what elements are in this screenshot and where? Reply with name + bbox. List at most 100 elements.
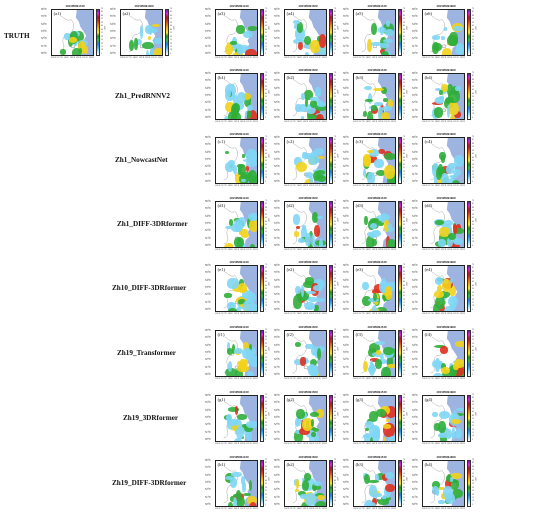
colorbar-tick-label: 70: [265, 264, 268, 266]
colorbar-tick-label: 70: [170, 8, 173, 10]
colorbar-tick-label: 45: [170, 25, 173, 28]
longitude-tick-label: 119°E: [371, 377, 378, 380]
radar-echo-blob: [246, 110, 257, 119]
longitude-tick-label: 116°E: [215, 377, 221, 380]
radar-echo-blob: [293, 358, 303, 365]
longitude-tick-label: 116°E: [353, 312, 359, 315]
latitude-tick-label: 34°N: [110, 22, 116, 26]
colorbar-tick-label: 55: [403, 469, 406, 472]
radar-echo-blob: [431, 480, 440, 490]
radar-echo-blob: [316, 216, 323, 220]
radar-map: (e3): [353, 265, 396, 312]
radar-echo-blob: [293, 20, 300, 25]
colorbar-tick-label: 10: [403, 370, 406, 373]
longitude-tick-label: 122°E: [459, 507, 465, 510]
radar-echo-blob: [241, 93, 252, 100]
colorbar-tick-label: 35: [472, 418, 475, 421]
radar-echo-blob: [236, 91, 247, 104]
latitude-tick-label: 35°N: [412, 143, 418, 147]
map-panel: 202509061530 36°N 35°N 34°N 33°N 32°N 31°N 30°N…: [343, 132, 411, 189]
radar-echo-blob: [369, 357, 380, 362]
latitude-tick-label: 30°N: [412, 115, 418, 119]
province-border-line: [424, 465, 445, 504]
map-panel: 202509061430 36°N 35°N 34°N 33°N 32°N 31°N 30°N…: [205, 196, 273, 253]
map-panel: 202509061500 36°N 35°N 34°N 33°N 32°N 31°N 30°N…: [274, 4, 342, 61]
latitude-tick-label: 31°N: [343, 108, 349, 112]
colorbar-tick-label: 40: [170, 28, 173, 31]
longitude-tick-label: 119°E: [440, 312, 447, 315]
radar-echo-blob: [227, 307, 238, 311]
panel-tag: (b3): [355, 74, 364, 80]
panel-tag: (e1): [217, 266, 226, 272]
radar-echo-blob: [154, 38, 162, 44]
longitude-tick-label: 121°E: [246, 507, 252, 510]
radar-echo-blob: [235, 368, 244, 376]
colorbar-tick-label: 40: [472, 414, 475, 417]
colorbar-tick-label: 5: [472, 180, 474, 183]
colorbar-tick-label: 60: [265, 78, 268, 81]
colorbar-tick-label: 15: [334, 109, 337, 112]
latitude-tick-label: 33°N: [274, 157, 280, 161]
radar-echo-blob: [367, 501, 377, 506]
latitude-tick-label: 31°N: [274, 108, 280, 112]
longitude-tick-label: 119°E: [233, 442, 240, 445]
latitude-tick-label: 34°N: [343, 343, 349, 347]
longitude-tick-label: 122°E: [252, 184, 258, 187]
colorbar-tick-label: 55: [265, 82, 268, 85]
colorbar-tick-label: 55: [403, 210, 406, 213]
longitude-tick-label: 120°E: [377, 442, 384, 445]
radar-echo-blob: [365, 99, 373, 103]
colorbar-tick-label: 40: [472, 28, 475, 31]
radar-echo-blob: [242, 347, 253, 360]
longitude-tick-label: 116°E: [422, 184, 428, 187]
radar-echo-blob: [384, 218, 389, 233]
panel-time-title: 202509061430: [229, 68, 249, 72]
radar-map: (h2): [284, 460, 327, 507]
colorbar-tick-label: 5: [403, 503, 405, 506]
colorbar-tick-label: 20: [334, 42, 337, 45]
longitude-tick-label: 117°E: [428, 312, 434, 315]
radar-echo-blob: [362, 281, 369, 291]
radar-echo-blob: [367, 366, 377, 374]
radar-echo-blob: [446, 165, 454, 175]
colorbar-tick-label: 70: [334, 136, 337, 138]
latitude-tick-label: 33°N: [343, 480, 349, 484]
map-panel: 202509061330 36°N 35°N 34°N 33°N 32°N 31°N 30°N…: [41, 4, 109, 61]
radar-echo-blob: [432, 43, 442, 51]
latitude-tick-label: 30°N: [343, 502, 349, 506]
panel-tag: (e4): [424, 266, 433, 272]
radar-echo-blob: [224, 44, 234, 55]
colorbar-tick-label: 50: [472, 21, 475, 24]
latitude-tick-label: 31°N: [343, 430, 349, 434]
colorbar-tick-label: 70: [334, 329, 337, 331]
latitude-tick-label: 33°N: [343, 285, 349, 289]
colorbar-tick-label: 25: [472, 295, 475, 298]
latitude-tick-label: 32°N: [412, 165, 418, 169]
colorbar-tick-label: 40: [472, 284, 475, 287]
radar-echo-blob: [373, 101, 383, 106]
colorbar-tick-label: 40: [403, 220, 406, 223]
radar-echo-blob: [387, 222, 392, 231]
panel-time-title: 202509061500: [298, 260, 318, 264]
radar-echo-blob: [225, 162, 235, 173]
colorbar-tick-label: 15: [334, 366, 337, 369]
colorbar-tick-label: 25: [265, 295, 268, 298]
longitude-tick-label: 118°E: [434, 377, 440, 380]
radar-echo-blob: [229, 476, 237, 488]
latitude-tick-label: 30°N: [274, 243, 280, 247]
latitude-tick-label: 35°N: [412, 207, 418, 211]
colorbar-tick-label: 40: [472, 92, 475, 95]
latitude-tick-label: 30°N: [343, 437, 349, 441]
radar-echo-blob: [224, 102, 235, 113]
longitude-tick-label: 118°E: [296, 248, 302, 251]
longitude-tick-label: 116°E: [284, 507, 290, 510]
longitude-tick-label: 118°E: [296, 184, 302, 187]
colorbar: [329, 73, 333, 120]
radar-echo-blob: [377, 359, 387, 364]
colorbar-tick-label: 15: [265, 366, 268, 369]
latitude-tick-label: 34°N: [412, 278, 418, 282]
radar-echo-blob: [294, 430, 303, 441]
colorbar-tick-label: 70: [472, 72, 475, 74]
radar-echo-blob: [440, 154, 445, 163]
colorbar-tick-label: 20: [265, 298, 268, 301]
